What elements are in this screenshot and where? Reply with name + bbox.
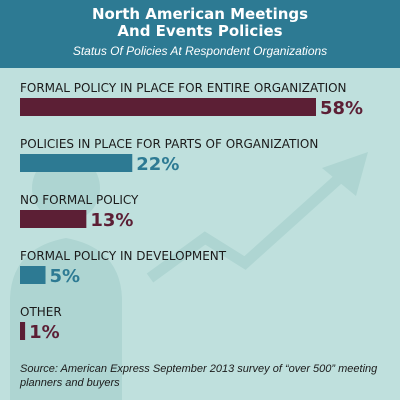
category-label: POLICIES IN PLACE FOR PARTS OF ORGANIZAT… (20, 137, 318, 151)
category-label: NO FORMAL POLICY (20, 193, 139, 207)
bar (20, 154, 133, 172)
category-label: FORMAL POLICY IN PLACE FOR ENTIRE ORGANI… (20, 81, 347, 95)
bar (20, 210, 87, 228)
bar (20, 98, 316, 116)
value-label: 13% (90, 210, 133, 231)
source-note: Source: American Express September 2013 … (20, 363, 378, 389)
category-label: FORMAL POLICY IN DEVELOPMENT (20, 249, 227, 263)
value-label: 58% (320, 98, 363, 119)
chart-subtitle: Status Of Policies At Respondent Organiz… (72, 44, 328, 58)
category-label: OTHER (20, 305, 62, 319)
header-banner: North American Meetings And Events Polic… (0, 0, 400, 68)
bar-chart: FORMAL POLICY IN PLACE FOR ENTIRE ORGANI… (20, 81, 363, 343)
growth-arrow-icon (146, 168, 349, 283)
chart-title: North American Meetings And Events Polic… (91, 5, 309, 40)
bar (20, 322, 26, 340)
value-label: 1% (29, 322, 60, 343)
bar (20, 266, 46, 284)
value-label: 5% (50, 266, 81, 287)
value-label: 22% (136, 154, 179, 175)
arrow-head-icon (322, 152, 368, 196)
